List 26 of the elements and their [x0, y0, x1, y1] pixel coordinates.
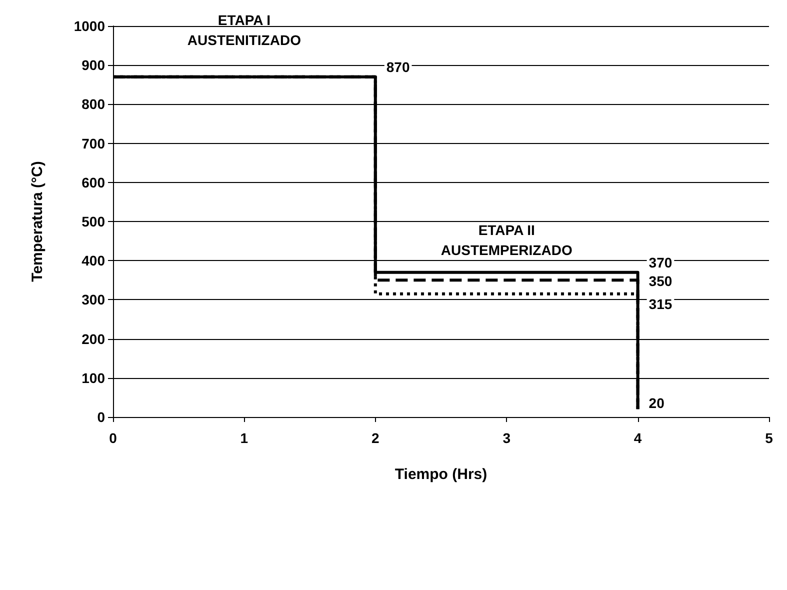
y-tick-label: 100 — [82, 370, 106, 386]
annotation: ETAPA II AUSTEMPERIZADO — [440, 222, 572, 258]
y-tick-label: 0 — [97, 409, 106, 425]
x-tick-label: 1 — [240, 430, 248, 446]
x-tick-label: 0 — [109, 430, 118, 446]
y-tick-label: 1000 — [74, 18, 106, 34]
y-tick-label: 400 — [82, 252, 106, 269]
data-label: 350 — [648, 273, 672, 290]
y-tick-label: 700 — [82, 135, 106, 152]
y-tick-label: 200 — [82, 330, 106, 347]
x-tick-label: 2 — [372, 430, 380, 446]
y-axis-title: Temperatura (°C) — [29, 161, 46, 282]
data-label: 315 — [648, 296, 672, 312]
x-axis-title: Tiempo (Hrs) — [394, 466, 488, 483]
x-tick-label: 5 — [765, 430, 774, 446]
annotation: ETAPA I AUSTENITIZADO — [187, 12, 302, 48]
y-tick-label: 300 — [82, 292, 106, 308]
x-tick-label: 3 — [502, 430, 511, 446]
y-tick-label: 600 — [82, 174, 106, 190]
y-tick-label: 900 — [82, 57, 106, 74]
data-label: 870 — [386, 58, 410, 75]
data-label: 20 — [648, 395, 665, 412]
y-tick-label: 500 — [82, 214, 106, 230]
data-label: 370 — [648, 254, 672, 270]
y-tick-label: 800 — [82, 96, 106, 112]
x-tick-label: 4 — [634, 430, 642, 446]
